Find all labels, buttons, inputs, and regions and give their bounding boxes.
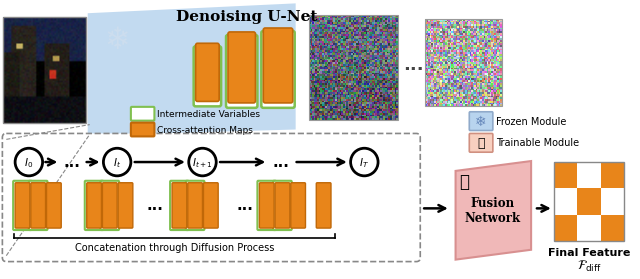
FancyBboxPatch shape [47, 183, 61, 228]
Text: ❄: ❄ [476, 115, 487, 129]
FancyBboxPatch shape [100, 181, 119, 230]
Bar [3, 17, 86, 122]
FancyBboxPatch shape [291, 183, 305, 228]
Text: $I_T$: $I_T$ [359, 156, 369, 170]
FancyBboxPatch shape [131, 107, 154, 121]
Bar [601, 188, 624, 215]
FancyBboxPatch shape [118, 183, 133, 228]
Polygon shape [456, 161, 531, 260]
FancyBboxPatch shape [188, 183, 202, 228]
FancyBboxPatch shape [316, 183, 331, 228]
FancyBboxPatch shape [204, 183, 218, 228]
Bar [577, 215, 601, 241]
Text: Intermediate Variables: Intermediate Variables [157, 110, 260, 119]
Text: $I_{t+1}$: $I_{t+1}$ [192, 156, 213, 170]
FancyBboxPatch shape [170, 181, 189, 230]
Bar [577, 162, 601, 188]
Text: ...: ... [273, 155, 289, 170]
Text: Frozen Module: Frozen Module [496, 117, 566, 127]
Circle shape [15, 148, 43, 176]
FancyBboxPatch shape [172, 183, 187, 228]
FancyBboxPatch shape [84, 181, 104, 230]
Bar [309, 15, 397, 120]
Bar [577, 188, 601, 215]
Bar [601, 162, 624, 188]
Text: ...: ... [236, 198, 253, 213]
FancyBboxPatch shape [194, 46, 221, 106]
FancyBboxPatch shape [259, 183, 274, 228]
Bar [554, 162, 577, 188]
FancyBboxPatch shape [226, 35, 257, 108]
FancyBboxPatch shape [469, 133, 493, 152]
Text: Final Feature: Final Feature [548, 248, 630, 258]
Text: Trainable Module: Trainable Module [496, 138, 579, 148]
Text: Fusion
Network: Fusion Network [465, 197, 521, 225]
FancyBboxPatch shape [261, 31, 294, 108]
Text: ...: ... [403, 56, 424, 74]
FancyBboxPatch shape [273, 181, 292, 230]
Text: $I_t$: $I_t$ [113, 156, 121, 170]
FancyBboxPatch shape [102, 183, 117, 228]
Bar [554, 188, 577, 215]
FancyBboxPatch shape [13, 181, 32, 230]
Bar [601, 215, 624, 241]
FancyBboxPatch shape [3, 133, 420, 262]
Circle shape [104, 148, 131, 176]
Polygon shape [88, 3, 296, 135]
FancyBboxPatch shape [29, 181, 47, 230]
FancyBboxPatch shape [263, 28, 292, 103]
Text: Cross-attention Maps: Cross-attention Maps [157, 126, 253, 135]
FancyBboxPatch shape [228, 32, 255, 103]
Bar [554, 162, 624, 241]
FancyBboxPatch shape [87, 183, 102, 228]
Text: 🔥: 🔥 [460, 173, 469, 191]
Circle shape [189, 148, 216, 176]
FancyBboxPatch shape [469, 112, 493, 131]
FancyBboxPatch shape [196, 43, 219, 102]
Text: ...: ... [63, 155, 81, 170]
FancyBboxPatch shape [257, 181, 276, 230]
Bar [554, 215, 577, 241]
Text: Denoising U-Net: Denoising U-Net [176, 10, 317, 24]
Text: 🔥: 🔥 [477, 137, 485, 150]
Circle shape [351, 148, 378, 176]
Text: $I_0$: $I_0$ [24, 156, 33, 170]
Text: $\mathcal{F}_{\rm diff}$: $\mathcal{F}_{\rm diff}$ [577, 259, 602, 274]
Text: Concatenation through Diffusion Process: Concatenation through Diffusion Process [76, 243, 275, 253]
Text: ...: ... [147, 198, 164, 213]
Text: ❄: ❄ [104, 26, 130, 55]
Bar [425, 19, 502, 106]
FancyBboxPatch shape [131, 122, 154, 136]
FancyBboxPatch shape [15, 183, 30, 228]
FancyBboxPatch shape [275, 183, 290, 228]
FancyBboxPatch shape [186, 181, 204, 230]
FancyBboxPatch shape [31, 183, 45, 228]
